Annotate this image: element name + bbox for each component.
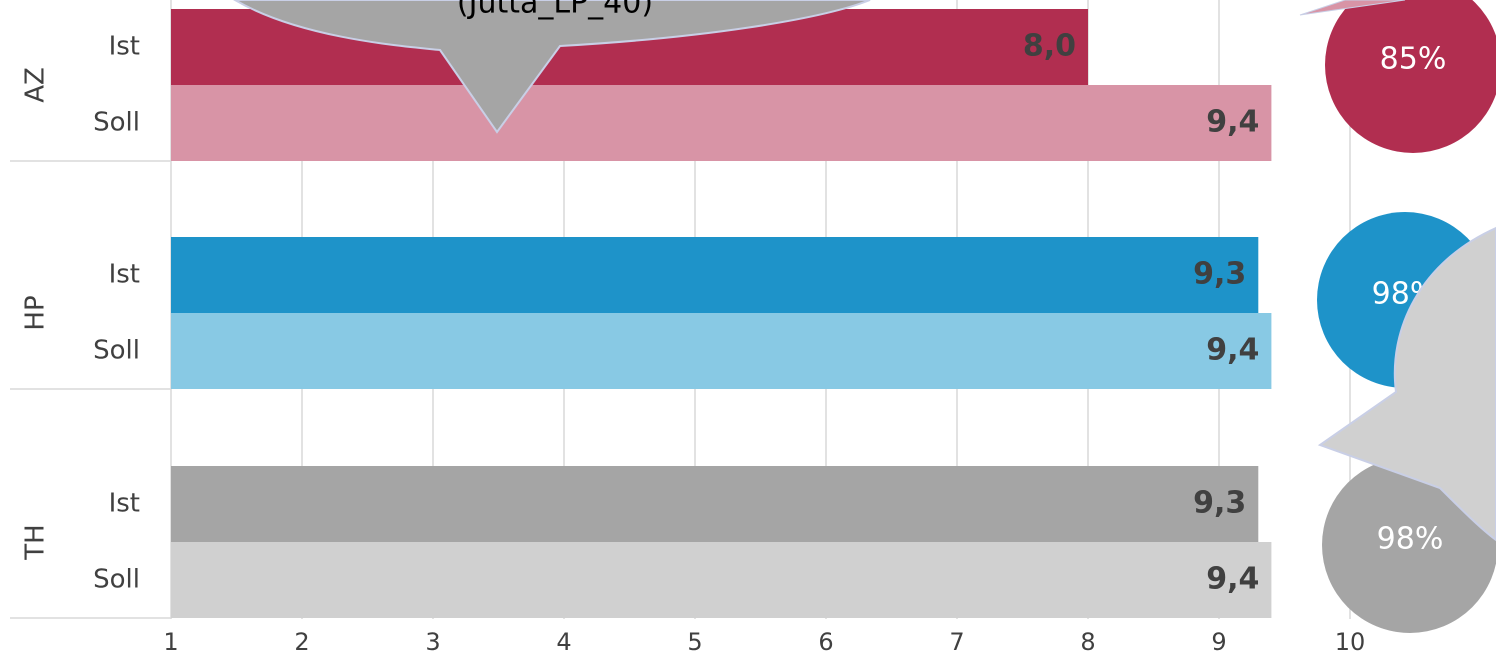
category-label: Soll [93,108,140,138]
category-label: Ist [109,489,140,519]
x-tick-label: 2 [294,628,309,656]
category-label: Ist [109,32,140,62]
x-tick-label: 4 [556,628,571,656]
category-label: Soll [93,336,140,366]
group-label: HP [21,295,51,330]
value-label: 9,3 [1193,257,1246,292]
bar [171,466,1259,542]
callout-text: (Jutta_LP_40) [457,0,653,21]
bar [171,542,1272,618]
x-tick-label: 6 [818,628,833,656]
value-label: 9,4 [1206,333,1259,368]
value-label: 8,0 [1023,29,1076,64]
group-label: TH [21,524,51,560]
share-label: 98% [1377,522,1444,557]
share-circle [1325,0,1496,153]
bar [171,85,1272,161]
bar [171,313,1272,389]
x-tick-label: 10 [1335,628,1366,656]
bar [171,237,1259,313]
x-tick-label: 9 [1211,628,1226,656]
value-label: 9,4 [1206,562,1259,597]
x-tick-label: 1 [163,628,178,656]
callouts: (Jutta_LP_40) [233,0,1496,542]
x-tick-label: 8 [1080,628,1095,656]
x-tick-label: 5 [687,628,702,656]
plot: 1 2 3 4 5 6 7 8 9 10 AZ Ist 8,0 Soll 9,4 85% HP Ist 9,3 Sol… [10,0,1496,656]
callout [1317,226,1496,542]
share-label: 85% [1380,42,1447,77]
group-label: AZ [21,67,51,103]
callout [1299,0,1406,16]
x-tick-label: 3 [425,628,440,656]
value-label: 9,3 [1193,486,1246,521]
category-label: Soll [93,565,140,595]
callout [233,0,871,134]
value-label: 9,4 [1206,105,1259,140]
category-label: Ist [109,260,140,290]
x-tick-label: 7 [949,628,964,656]
